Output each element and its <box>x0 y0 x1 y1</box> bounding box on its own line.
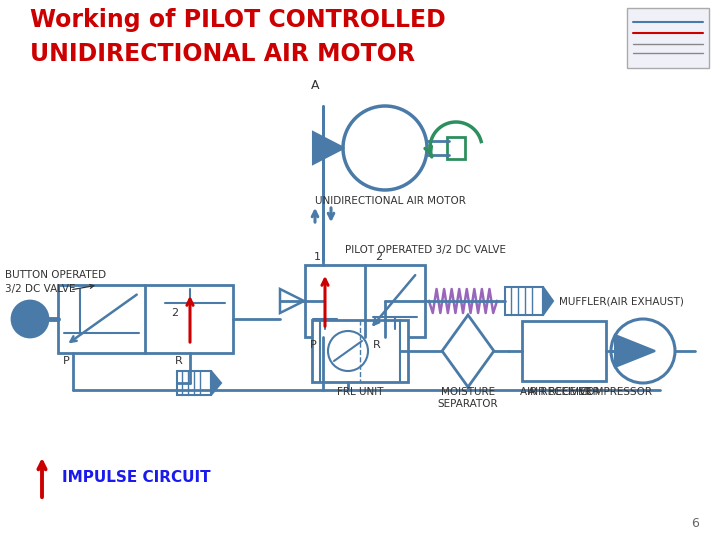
Text: Working of PILOT CONTROLLED: Working of PILOT CONTROLLED <box>30 8 446 32</box>
Circle shape <box>328 331 368 371</box>
Text: 2: 2 <box>375 252 382 262</box>
Bar <box>627 8 709 68</box>
Text: R: R <box>175 356 183 366</box>
Text: P: P <box>310 340 317 350</box>
Polygon shape <box>442 315 494 387</box>
Text: PILOT OPERATED 3/2 DC VALVE: PILOT OPERATED 3/2 DC VALVE <box>345 245 506 255</box>
Text: MUFFLER(AIR EXHAUST): MUFFLER(AIR EXHAUST) <box>559 296 684 306</box>
Bar <box>447 137 465 159</box>
Text: 3/2 DC VALVE: 3/2 DC VALVE <box>5 284 76 294</box>
Text: COMPRESSOR: COMPRESSOR <box>580 387 652 397</box>
Text: R: R <box>373 340 381 350</box>
Bar <box>177 371 211 395</box>
Text: AIR RECEIVER: AIR RECEIVER <box>528 387 600 397</box>
Bar <box>312 320 408 382</box>
Text: BUTTON OPERATED: BUTTON OPERATED <box>5 270 106 280</box>
Text: 1: 1 <box>313 252 320 262</box>
Text: UNIDIRECTIONAL AIR MOTOR: UNIDIRECTIONAL AIR MOTOR <box>315 196 465 206</box>
Text: SEPARATOR: SEPARATOR <box>438 399 498 409</box>
Bar <box>505 287 543 315</box>
Circle shape <box>343 106 427 190</box>
Text: 6: 6 <box>691 517 699 530</box>
Text: IMPULSE CIRCUIT: IMPULSE CIRCUIT <box>62 470 211 485</box>
Polygon shape <box>211 371 221 395</box>
Text: A: A <box>311 79 319 92</box>
Polygon shape <box>280 289 304 313</box>
Text: FRL UNIT: FRL UNIT <box>337 387 383 397</box>
Text: UNIDIRECTIONAL AIR MOTOR: UNIDIRECTIONAL AIR MOTOR <box>30 42 415 66</box>
Text: 2: 2 <box>171 308 179 318</box>
Bar <box>58 285 233 353</box>
Polygon shape <box>543 287 553 315</box>
Bar <box>522 321 606 381</box>
Bar <box>305 265 425 337</box>
Text: P: P <box>63 356 70 366</box>
Text: MOISTURE: MOISTURE <box>441 387 495 397</box>
Polygon shape <box>615 335 655 367</box>
Polygon shape <box>313 132 344 164</box>
Circle shape <box>12 301 48 337</box>
Text: AIR RECEIVER: AIR RECEIVER <box>520 387 592 397</box>
Circle shape <box>611 319 675 383</box>
